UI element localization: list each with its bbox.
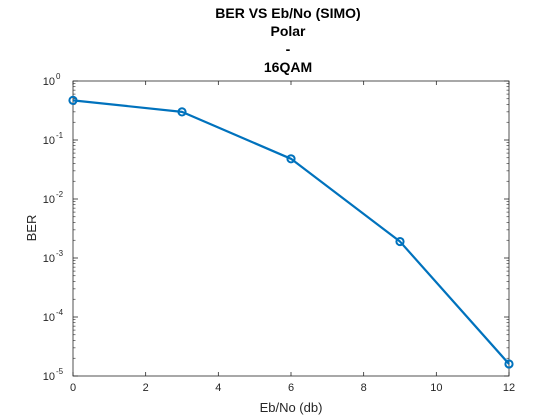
data-point [286,154,296,164]
y-tick-base: 10 [43,253,55,265]
title-line-3: - [286,41,291,57]
title-line-2: Polar [270,23,306,39]
y-tick-exponent: -4 [56,308,64,317]
y-tick-base: 10 [43,135,55,147]
y-tick-label: 10 [43,371,55,383]
x-tick-label: 10 [430,382,442,394]
x-tick-label: 0 [70,382,76,394]
y-tick-base: 10 [43,371,55,383]
x-tick-label: 8 [361,382,367,394]
y-tick-exponent: -2 [56,190,64,199]
x-tick-label: 4 [215,382,221,394]
y-tick-exponent: -3 [56,249,64,258]
title-line-4: 16QAM [264,59,312,75]
y-tick-label: 10 [43,312,55,324]
plot-area [72,80,510,377]
y-axis-label: BER [24,215,39,242]
x-axis-ticks: 0 2 4 6 8 10 12 [70,81,515,394]
y-tick-base: 10 [43,194,55,206]
data-point [395,236,405,247]
y-tick-label: 10 [43,135,55,147]
x-tick-label: 2 [143,382,149,394]
y-tick-label: 10 [43,194,55,206]
y-tick-label: 10 [43,253,55,265]
y-tick-base: 10 [43,312,55,324]
x-axis-label: Eb/No (db) [260,400,323,415]
series-line [72,99,510,365]
y-tick-exponent: 0 [56,72,61,81]
data-point [504,359,514,369]
y-tick-base: 10 [43,76,55,88]
chart-title: BER VS Eb/No (SIMO) Polar - 16QAM [215,5,360,75]
y-tick-exponent: -1 [56,131,64,140]
data-point [177,107,187,117]
series-layer [68,95,514,369]
y-tick-exponent: -5 [56,367,64,376]
y-tick-label: 10 [43,76,55,88]
data-point [68,95,78,105]
x-tick-label: 12 [503,382,515,394]
title-line-1: BER VS Eb/No (SIMO) [215,5,360,21]
x-tick-label: 6 [288,382,294,394]
